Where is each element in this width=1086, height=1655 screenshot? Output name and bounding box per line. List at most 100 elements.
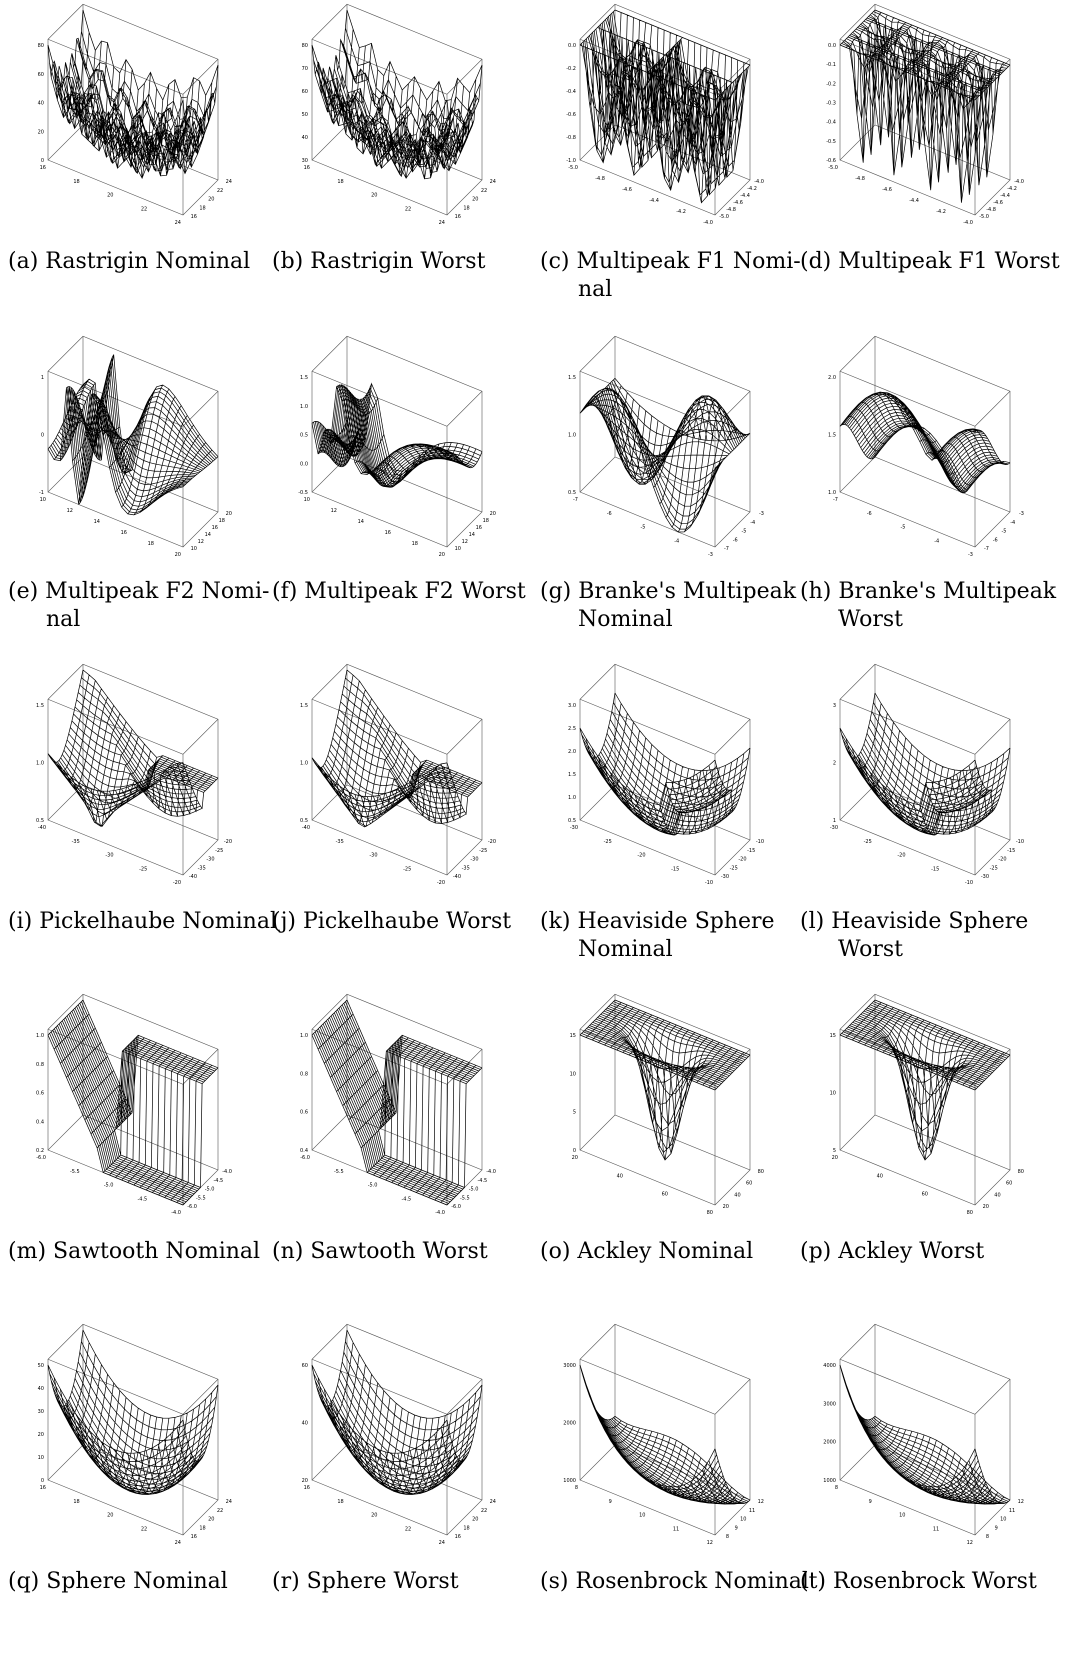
caption-line-1: (p) Ackley Worst — [800, 1239, 985, 1264]
y-tick-label: -4.8 — [726, 207, 736, 213]
y-tick-label: -5.0 — [469, 1187, 479, 1193]
x-tick-label: -20 — [637, 853, 645, 859]
z-tick-label: 50 — [302, 112, 308, 118]
surface-plot-c: -1.0-0.8-0.6-0.4-0.20.0-5.0-4.8-4.6-4.4-… — [566, 3, 764, 226]
y-tick-label: 60 — [746, 1181, 752, 1187]
y-tick-label: 40 — [994, 1192, 1000, 1198]
y-tick-label: -4.6 — [733, 200, 743, 206]
x-tick-label: -30 — [105, 853, 113, 859]
y-tick-label: -4.0 — [1014, 179, 1024, 185]
y-tick-label: 18 — [199, 1525, 205, 1531]
x-tick-label: -20 — [897, 853, 905, 859]
y-tick-label: -4.2 — [747, 186, 757, 192]
x-tick-label: -6.0 — [300, 1155, 310, 1161]
x-tick-label: -30 — [369, 853, 377, 859]
z-tick-label: 1000 — [823, 1478, 836, 1484]
subfigure-caption: (d) Multipeak F1 Worst — [800, 248, 1060, 276]
y-tick-label: 80 — [1018, 1169, 1024, 1175]
x-tick-label: 12 — [67, 508, 73, 514]
caption-line-2: nal — [46, 607, 81, 632]
y-tick-label: -15 — [1007, 848, 1015, 854]
z-tick-label: 0.5 — [568, 490, 576, 496]
y-tick-label: -20 — [738, 857, 746, 863]
z-tick-label: 1 — [41, 375, 44, 381]
surface-mesh — [311, 1329, 483, 1495]
x-tick-label: 10 — [899, 1513, 905, 1519]
y-tick-label: -10 — [756, 839, 764, 845]
z-tick-label: 15 — [830, 1033, 836, 1039]
plot-box — [311, 993, 483, 1206]
subfigure-f: -0.5 0.0 0.5 1.0 1.5 10 12 14 16 18 20 10 12 14 16 18 20 — [272, 332, 534, 582]
z-tick-label: 2.5 — [568, 726, 576, 732]
z-tick-label: 30 — [38, 1409, 44, 1415]
z-tick-label: 2 — [833, 761, 836, 767]
x-tick-label: 22 — [141, 206, 147, 212]
x-tick-label: 16 — [385, 530, 391, 536]
z-tick-label: 0.0 — [828, 43, 836, 49]
subfigure-caption: (t) Rosenbrock Worst — [800, 1568, 1037, 1596]
y-tick-label: 16 — [212, 525, 218, 531]
z-tick-label: -0.6 — [826, 158, 836, 164]
caption-line-1: (l) Heaviside Sphere — [800, 909, 1029, 934]
y-tick-label: -4.4 — [740, 193, 750, 199]
x-tick-label: -3 — [968, 552, 973, 558]
surface-mesh — [839, 692, 1011, 836]
y-tick-label: 16 — [191, 1534, 197, 1540]
subfigure-caption: (n) Sawtooth Worst — [272, 1238, 488, 1266]
x-tick-label: -30 — [830, 825, 838, 831]
caption-line-2: Nominal — [578, 607, 673, 632]
y-tick-label: -3 — [1019, 511, 1024, 517]
x-tick-label: -4.8 — [855, 176, 865, 182]
z-tick-label: -0.6 — [566, 112, 576, 118]
caption-line-1: (b) Rastrigin Worst — [272, 249, 486, 274]
subfigure-caption: (p) Ackley Worst — [800, 1238, 984, 1266]
y-tick-label: 16 — [455, 1534, 461, 1540]
z-tick-label: 0.2 — [36, 1148, 44, 1154]
x-tick-label: -7 — [573, 497, 578, 503]
y-tick-label: 24 — [226, 179, 232, 185]
z-tick-label: 0.6 — [36, 1091, 44, 1097]
y-tick-label: -4 — [1010, 520, 1015, 526]
y-tick-label: -20 — [998, 857, 1006, 863]
surface-plot-o: 0 5 10 15 20 40 60 80 20 40 60 80 — [570, 993, 764, 1216]
y-tick-label: 18 — [219, 518, 225, 524]
z-tick-label: 1.5 — [568, 375, 576, 381]
z-tick-label: 40 — [302, 1421, 308, 1427]
x-tick-label: 20 — [832, 1155, 838, 1161]
y-tick-label: 20 — [723, 1204, 729, 1210]
x-tick-label: 11 — [673, 1526, 679, 1532]
y-tick-label: -4.5 — [213, 1178, 223, 1184]
subfigure-t: 1000 2000 3000 4000 8 9 10 11 12 8 9 10 11 12 — [800, 1320, 1062, 1570]
y-tick-label: 11 — [749, 1508, 755, 1514]
y-tick-label: -40 — [189, 874, 197, 880]
caption-line-1: (q) Sphere Nominal — [8, 1569, 228, 1594]
x-tick-label: 12 — [707, 1540, 713, 1546]
z-tick-label: 5 — [833, 1148, 836, 1154]
z-tick-label: 1.0 — [300, 761, 308, 767]
surface-mesh — [839, 9, 1011, 203]
caption-line-1: (d) Multipeak F1 Worst — [800, 249, 1060, 274]
x-tick-label: 14 — [94, 519, 100, 525]
z-tick-label: 80 — [302, 43, 308, 49]
y-tick-label: 12 — [462, 539, 468, 545]
x-tick-label: 80 — [967, 1210, 973, 1216]
z-tick-label: 0.4 — [36, 1119, 44, 1125]
y-tick-label: 10 — [1000, 1517, 1006, 1523]
subfigure-l: 1 2 3 -30 -25 -20 -15 -10 -30 -25 -20 -15 -10 — [800, 660, 1062, 910]
y-tick-label: 22 — [481, 1508, 487, 1514]
subfigure-e: -1 0 1 10 12 14 16 18 20 10 12 14 16 18 20 — [8, 332, 270, 582]
z-tick-label: 30 — [302, 158, 308, 164]
z-tick-label: 0.0 — [300, 461, 308, 467]
z-tick-label: 1.0 — [300, 404, 308, 410]
x-tick-label: 40 — [877, 1173, 883, 1179]
z-tick-label: 40 — [38, 1386, 44, 1392]
z-tick-label: 0.5 — [300, 433, 308, 439]
z-tick-label: 3.0 — [568, 703, 576, 709]
y-tick-label: -4.0 — [222, 1169, 232, 1175]
subfigure-caption: (k) Heaviside Sphere Nominal — [540, 908, 775, 964]
x-tick-label: -5.0 — [368, 1183, 378, 1189]
x-tick-label: -5.0 — [568, 165, 578, 171]
